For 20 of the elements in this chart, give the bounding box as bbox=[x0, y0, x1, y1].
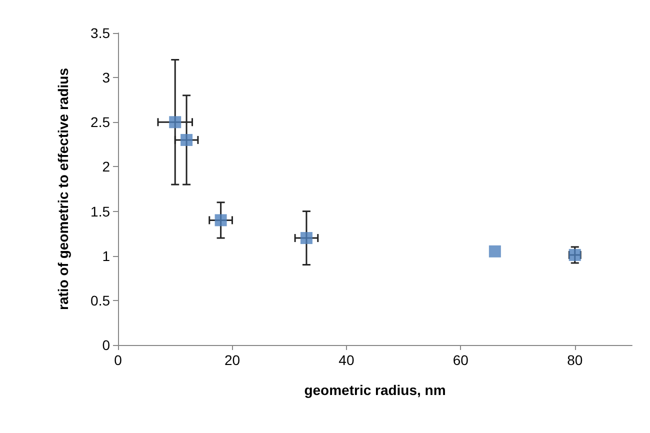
x-tick-label: 20 bbox=[224, 352, 240, 368]
y-tick-label: 3.5 bbox=[90, 25, 110, 41]
point bbox=[488, 245, 501, 258]
x-axis-title: geometric radius, nm bbox=[304, 382, 446, 398]
y-tick-label: 0 bbox=[102, 337, 110, 353]
x-tick-label: 80 bbox=[567, 352, 583, 368]
x-tick-label: 60 bbox=[452, 352, 469, 368]
point bbox=[300, 232, 312, 244]
y-axis-title: ratio of geometric to effective radius bbox=[55, 68, 71, 310]
x-tick-label: 0 bbox=[114, 352, 122, 368]
y-tick-label: 1.5 bbox=[90, 203, 110, 220]
point bbox=[180, 134, 193, 146]
point bbox=[169, 116, 182, 128]
x-tick-label: 40 bbox=[338, 352, 354, 368]
y-tick-label: 2.5 bbox=[90, 114, 110, 130]
y-tick-label: 2 bbox=[102, 158, 110, 175]
point bbox=[214, 214, 227, 226]
y-tick-label: 1 bbox=[102, 248, 110, 264]
y-tick-label: 0.5 bbox=[90, 292, 110, 308]
y-tick-label: 3 bbox=[102, 70, 110, 86]
